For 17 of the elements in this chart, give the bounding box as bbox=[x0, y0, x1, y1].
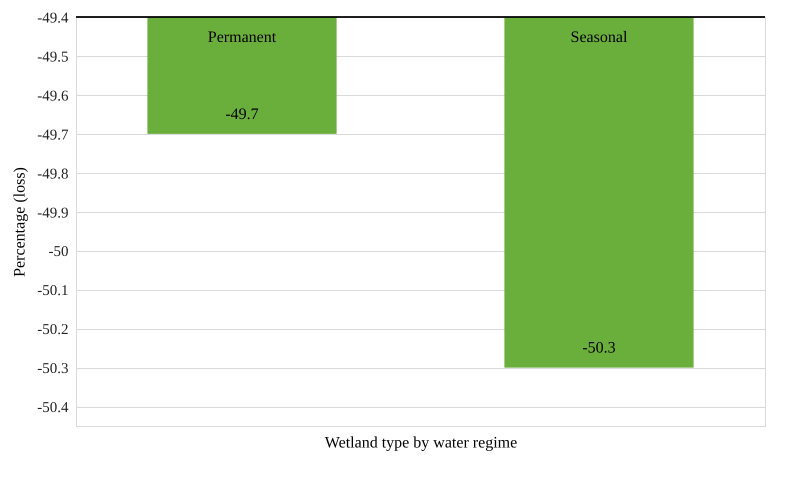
x-axis-title: Wetland type by water regime bbox=[324, 434, 518, 452]
y-tick-label: -50.2 bbox=[37, 322, 68, 338]
y-axis-title: Percentage (loss) bbox=[11, 167, 28, 277]
data-label: -49.7 bbox=[225, 106, 259, 123]
y-tick-label: -50.4 bbox=[37, 400, 69, 416]
y-tick-label: -50 bbox=[48, 244, 68, 260]
x-tick-label: Permanent bbox=[208, 29, 277, 46]
y-tick-label: -49.4 bbox=[37, 10, 69, 26]
y-tick-label: -50.1 bbox=[37, 283, 68, 300]
y-tick-label: -50.3 bbox=[37, 361, 68, 378]
y-tick-label: -49.8 bbox=[37, 166, 68, 182]
y-tick-label: -49.5 bbox=[37, 49, 68, 66]
data-label: -50.3 bbox=[582, 340, 616, 357]
y-tick-label: -49.9 bbox=[37, 205, 68, 222]
y-tick-label: -49.6 bbox=[37, 88, 69, 104]
y-tick-label: -49.7 bbox=[37, 127, 69, 144]
x-tick-label: Seasonal bbox=[570, 29, 628, 46]
